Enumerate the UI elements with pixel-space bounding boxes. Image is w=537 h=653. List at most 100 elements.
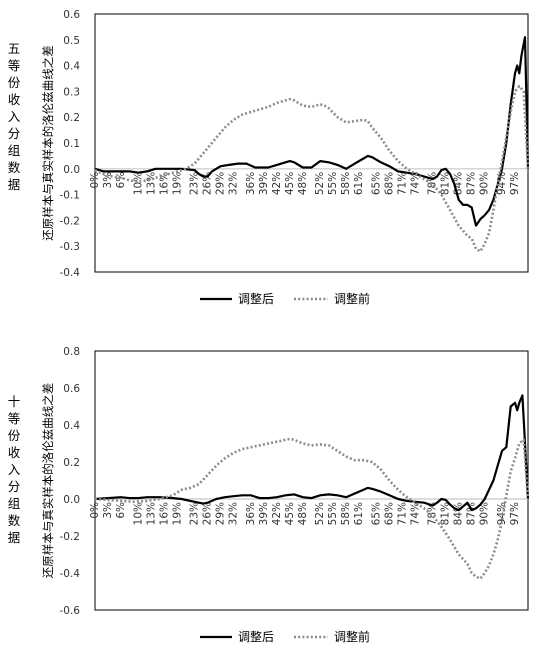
row-label-char: 十 bbox=[7, 394, 21, 409]
x-tick-label: 26% bbox=[202, 172, 214, 195]
legend: 调整后 调整前 bbox=[200, 629, 370, 644]
y-tick-label: -0.4 bbox=[60, 568, 81, 580]
x-tick-label: 36% bbox=[245, 502, 257, 525]
row-label-char: 五 bbox=[7, 41, 21, 56]
y-tick-label: 0.8 bbox=[63, 346, 80, 358]
legend-label-after: 调整后 bbox=[238, 629, 274, 644]
x-tick-label: 78% bbox=[427, 502, 439, 525]
legend-label-after: 调整后 bbox=[238, 291, 274, 306]
plot-frame bbox=[94, 350, 529, 611]
row-label-char: 数 bbox=[7, 160, 21, 175]
x-tick-label: 65% bbox=[370, 172, 382, 195]
x-tick-label: 39% bbox=[258, 172, 270, 195]
x-tick-label: 58% bbox=[340, 172, 352, 195]
x-tick-label: 32% bbox=[228, 172, 240, 195]
x-tick-label: 68% bbox=[383, 172, 395, 195]
x-tick-label: 97% bbox=[509, 172, 521, 195]
chart-decile: 0.8 0.6 0.4 0.2 0.0 -0.2 -0.4 -0.6 还原样本与真实样本的洛伦兹… bbox=[41, 346, 530, 644]
row-label-char: 等 bbox=[7, 411, 21, 426]
x-tick-label: 6% bbox=[115, 502, 127, 519]
row-label-char: 分 bbox=[7, 479, 21, 494]
y-tick-label: 0.4 bbox=[63, 420, 80, 432]
row-label-char: 据 bbox=[7, 530, 21, 545]
x-tick-label: 32% bbox=[228, 502, 240, 525]
x-tick-label: 74% bbox=[409, 172, 421, 195]
y-tick-label: 0.6 bbox=[63, 383, 80, 395]
y-tick-label: -0.6 bbox=[60, 605, 81, 617]
x-tick-label: 90% bbox=[479, 172, 491, 195]
row-label: 五等份收入分组数据 bbox=[4, 40, 24, 193]
x-tick-label: 6% bbox=[115, 172, 127, 189]
y-tick-label: 0.2 bbox=[63, 112, 80, 124]
x-tick-label: 52% bbox=[314, 502, 326, 525]
series-line-before bbox=[94, 84, 530, 253]
row-label-char: 数 bbox=[7, 513, 21, 528]
y-tick-label: 0.6 bbox=[63, 9, 80, 21]
x-tick-label: 23% bbox=[189, 172, 201, 195]
x-tick-label: 74% bbox=[409, 502, 421, 525]
x-tick-label: 19% bbox=[171, 502, 183, 525]
x-tick-label: 19% bbox=[171, 172, 183, 195]
x-tick-label: 13% bbox=[145, 172, 157, 195]
series-line-before bbox=[94, 437, 530, 580]
y-tick-label: -0.3 bbox=[60, 241, 81, 253]
x-tick-label: 68% bbox=[383, 502, 395, 525]
y-tick-label: -0.4 bbox=[60, 267, 81, 279]
x-tick-label: 61% bbox=[353, 502, 365, 525]
row-label-char: 分 bbox=[7, 126, 21, 141]
y-tick-label: 0.0 bbox=[63, 494, 80, 506]
x-tick-label: 42% bbox=[271, 502, 283, 525]
x-tick-label: 16% bbox=[158, 172, 170, 195]
x-tick-label: 52% bbox=[314, 172, 326, 195]
y-tick-label: -0.2 bbox=[60, 531, 81, 543]
y-tick-label: 0.0 bbox=[63, 164, 80, 176]
x-tick-label: 36% bbox=[245, 172, 257, 195]
row-label-char: 入 bbox=[7, 109, 21, 124]
legend-label-before: 调整前 bbox=[334, 291, 370, 306]
row-label-char: 等 bbox=[7, 58, 21, 73]
x-tick-label: 23% bbox=[189, 502, 201, 525]
chart-quintile: 0.6 0.5 0.4 0.3 0.2 0.1 0.0 -0.1 -0.2 -0.3 -0.4 还原样… bbox=[41, 9, 530, 306]
x-tick-label: 16% bbox=[158, 502, 170, 525]
x-tick-label: 71% bbox=[396, 502, 408, 525]
legend-label-before: 调整前 bbox=[334, 629, 370, 644]
row-label-char: 据 bbox=[7, 177, 21, 192]
x-tick-label: 81% bbox=[440, 172, 452, 195]
x-tick-label: 29% bbox=[215, 502, 227, 525]
x-tick-label: 90% bbox=[479, 502, 491, 525]
x-tick-label: 55% bbox=[327, 502, 339, 525]
row-label: 十等份收入分组数据 bbox=[4, 393, 24, 546]
y-tick-label: -0.2 bbox=[60, 215, 81, 227]
x-tick-label: 81% bbox=[440, 502, 452, 525]
x-tick-label: 42% bbox=[271, 172, 283, 195]
series-line-after bbox=[94, 36, 530, 227]
y-tick-label: 0.5 bbox=[63, 35, 80, 47]
x-tick-label: 48% bbox=[297, 502, 309, 525]
row-label-char: 组 bbox=[7, 496, 21, 511]
plot-frame bbox=[94, 13, 529, 273]
x-tick-label: 55% bbox=[327, 172, 339, 195]
y-axis-title: 还原样本与真实样本的洛伦兹曲线之差 bbox=[41, 45, 55, 241]
row-label-char: 收 bbox=[7, 92, 21, 107]
x-tick-label: 26% bbox=[202, 502, 214, 525]
x-tick-label: 10% bbox=[132, 502, 144, 525]
row-label-char: 份 bbox=[7, 75, 21, 90]
chart-panel-decile: 十等份收入分组数据 0.8 0.6 0.4 0.2 0.0 -0.2 -0.4 -0.6 还原样… bbox=[0, 335, 537, 653]
x-tick-label: 71% bbox=[396, 172, 408, 195]
chart-panel-quintile: 五等份收入分组数据 0.6 0.5 0.4 0.3 0.2 0.1 0.0 -0.1 -0.2 -… bbox=[0, 0, 537, 320]
y-axis-title: 还原样本与真实样本的洛伦兹曲线之差 bbox=[41, 383, 55, 579]
x-tick-label: 65% bbox=[370, 502, 382, 525]
x-tick-label: 87% bbox=[466, 502, 478, 525]
y-tick-label: 0.4 bbox=[63, 61, 80, 73]
x-tick-label: 3% bbox=[102, 502, 114, 519]
legend: 调整后 调整前 bbox=[200, 291, 370, 306]
x-tick-label: 45% bbox=[284, 172, 296, 195]
x-tick-label: 58% bbox=[340, 502, 352, 525]
x-tick-label: 39% bbox=[258, 502, 270, 525]
x-tick-label: 97% bbox=[509, 502, 521, 525]
x-tick-label: 10% bbox=[132, 172, 144, 195]
y-tick-label: -0.1 bbox=[60, 190, 81, 202]
series-line-after bbox=[94, 394, 530, 512]
x-tick-label: 0% bbox=[89, 502, 101, 519]
y-tick-label: 0.2 bbox=[63, 457, 80, 469]
